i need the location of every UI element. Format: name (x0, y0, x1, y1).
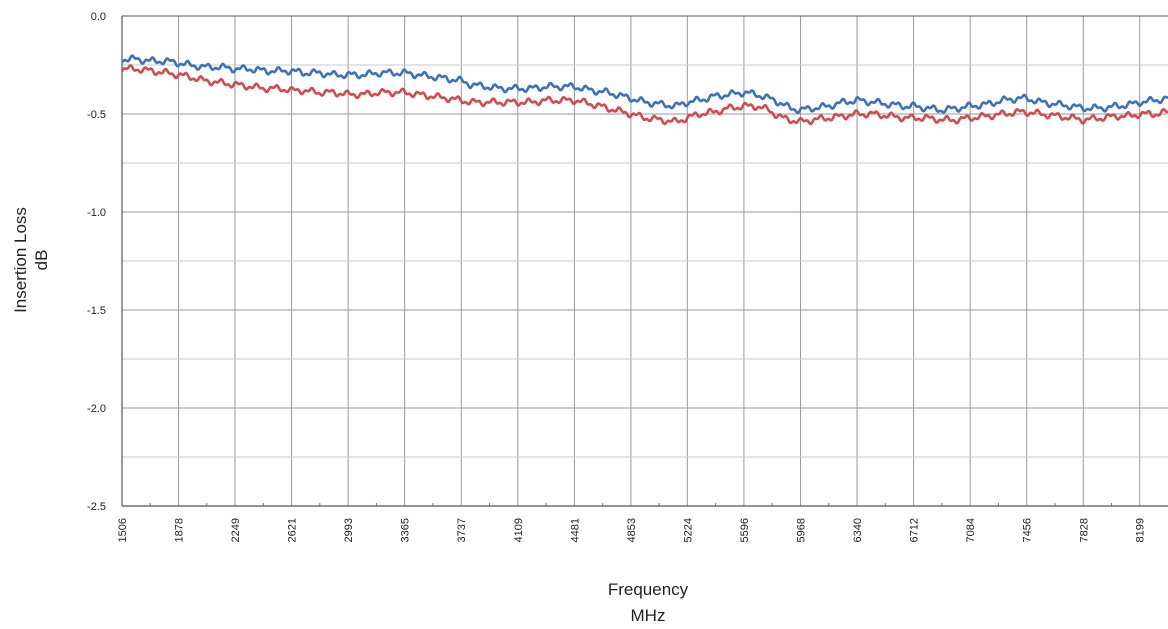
x-tick-label: 3365 (400, 518, 412, 542)
x-tick-label: 4109 (513, 518, 525, 542)
y-axis-title-line-2: dB (32, 250, 51, 271)
x-tick-label: 1878 (174, 518, 186, 542)
x-tick-label: 4481 (569, 518, 581, 542)
y-tick-label: -2.0 (87, 403, 106, 415)
x-tick-label: 2621 (287, 518, 299, 542)
x-tick-label: 5596 (739, 518, 751, 542)
x-tick-labels: 1506 1878 2249 2621 2993 3365 3737 4109 4481 4853… (117, 518, 1147, 542)
x-tick-label: 7084 (965, 518, 977, 542)
x-tick-label: 2249 (230, 518, 242, 542)
y-tick-label: 0.0 (91, 11, 106, 23)
series-layer (120, 54, 1168, 126)
y-tick-label: -2.5 (87, 501, 106, 513)
x-tick-label: 5968 (795, 518, 807, 542)
axes (121, 15, 1168, 507)
x-tick-label: 4853 (626, 518, 638, 542)
y-axis-title-line-1: Insertion Loss (11, 207, 30, 313)
grid-lines (121, 15, 1168, 507)
x-axis-title-line-1: Frequency (608, 580, 689, 599)
x-tick-label: 1506 (117, 518, 129, 542)
x-tick-label: 7456 (1022, 518, 1034, 542)
x-tick-label: 3737 (456, 518, 468, 542)
series-line-2 (120, 64, 1168, 126)
x-tick-label: 6340 (852, 518, 864, 542)
y-tick-labels: 0.0 -0.5 -1.0 -1.5 -2.0 -2.5 (87, 11, 106, 513)
y-tick-label: -1.0 (87, 207, 106, 219)
x-tick-label: 2993 (343, 518, 355, 542)
x-tick-label: 5224 (682, 518, 694, 542)
y-tick-label: -0.5 (87, 109, 106, 121)
x-axis-title-line-2: MHz (631, 606, 666, 625)
y-tick-label: -1.5 (87, 305, 106, 317)
series-line-1 (121, 54, 1168, 115)
x-tick-label: 6712 (909, 518, 921, 542)
x-tick-label: 7828 (1078, 518, 1090, 542)
x-tick-label: 8199 (1135, 518, 1147, 542)
